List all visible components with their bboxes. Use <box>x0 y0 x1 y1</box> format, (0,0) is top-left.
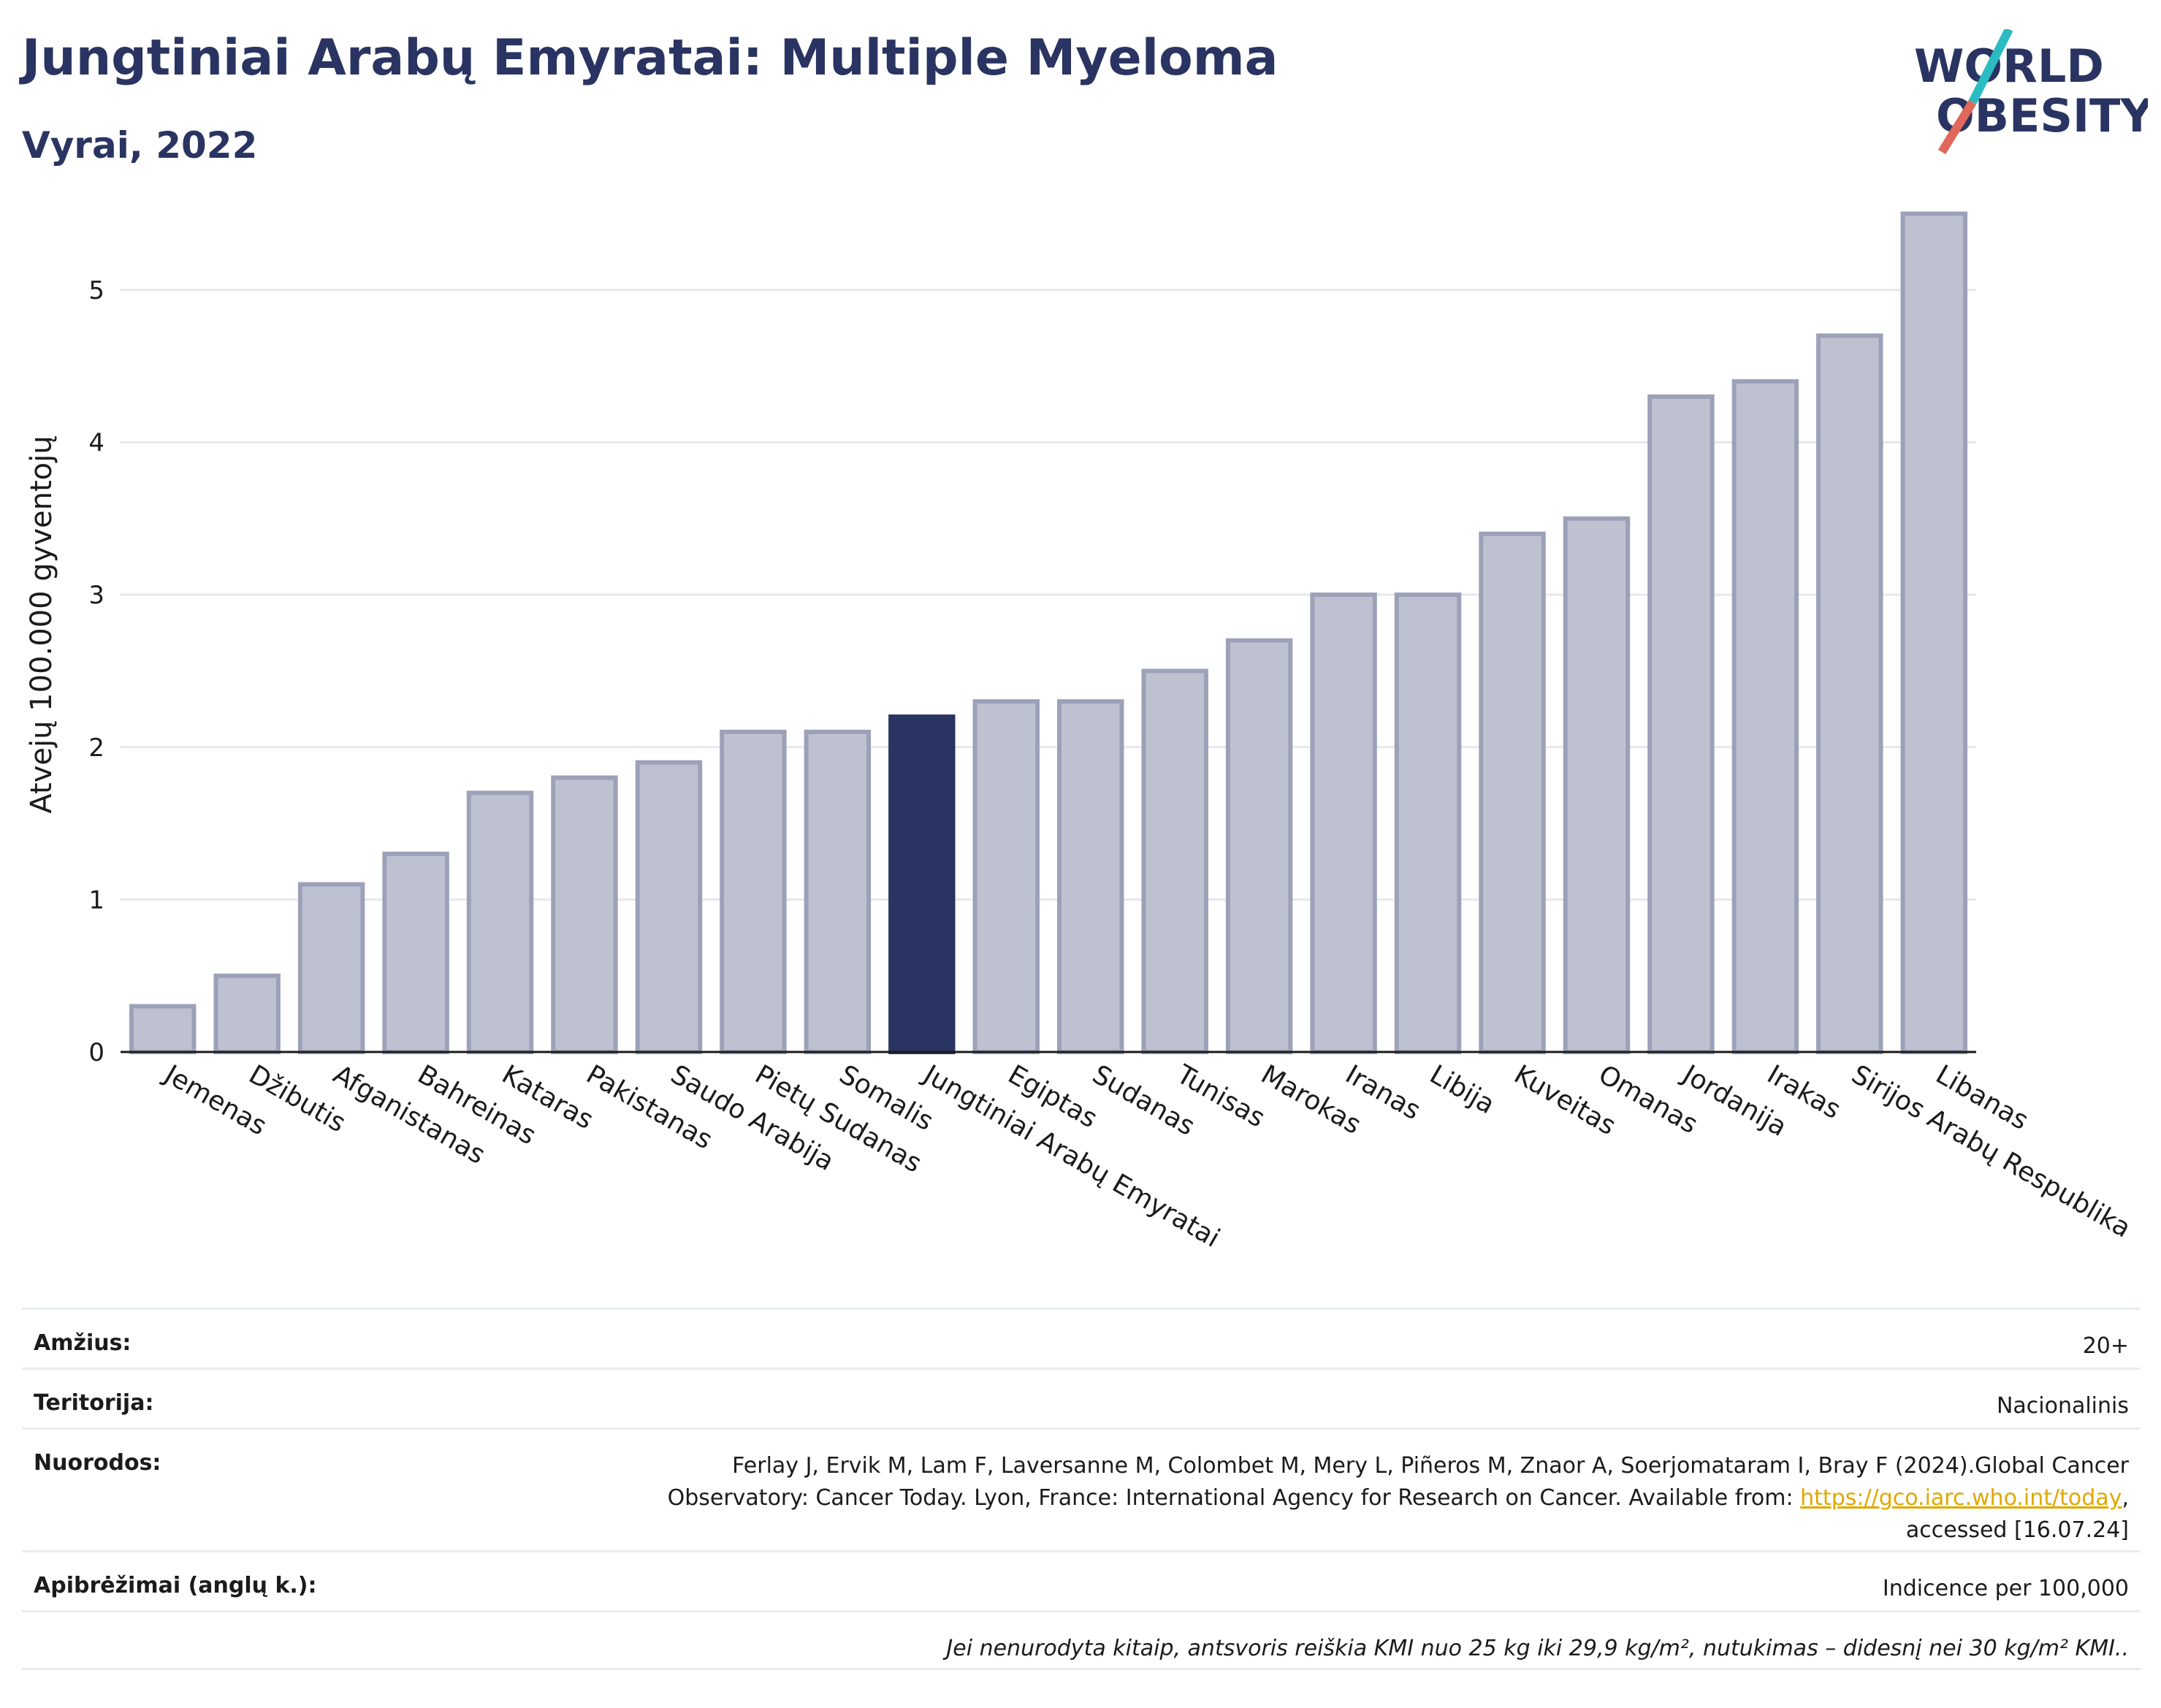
bar <box>1479 531 1546 1054</box>
bar <box>1394 592 1462 1054</box>
bar <box>466 790 534 1055</box>
world-obesity-logo: WORLD OBESITY <box>1914 29 2148 155</box>
bar <box>213 973 281 1055</box>
x-tick-label: Libija <box>1425 1059 1500 1120</box>
y-axis-label: Atvejų 100.000 gyventojų <box>25 435 58 813</box>
age-label: Amžius: <box>34 1330 132 1356</box>
y-tick-label: 0 <box>88 1038 104 1067</box>
references-link[interactable]: https://gco.iarc.who.int/today <box>1800 1485 2122 1511</box>
bar <box>720 729 787 1054</box>
info-row-note: Jei nenurodyta kitaip, antsvoris reiškia… <box>22 1610 2141 1670</box>
y-tick-label: 1 <box>88 885 104 915</box>
chart-subtitle: Vyrai, 2022 <box>22 124 258 167</box>
info-row-references: Nuorodos: Ferlay J, Ervik M, Lam F, Lave… <box>22 1427 2141 1550</box>
bar <box>1563 516 1631 1054</box>
definitions-value: Indicence per 100,000 <box>1882 1576 2129 1601</box>
bar <box>1057 699 1124 1054</box>
territory-value: Nacionalinis <box>1996 1393 2129 1419</box>
bar <box>129 1004 197 1055</box>
references-line1: Ferlay J, Ervik M, Lam F, Laversanne M, … <box>732 1453 2129 1479</box>
bar <box>1310 592 1377 1054</box>
y-tick-label: 5 <box>88 276 104 305</box>
bar <box>551 775 618 1055</box>
bar <box>1900 211 1967 1055</box>
bar <box>635 760 703 1055</box>
chart-bars <box>129 211 1967 1055</box>
logo-slash-coral <box>1937 99 1977 155</box>
bar <box>888 714 956 1054</box>
y-tick-label: 4 <box>88 429 104 458</box>
info-table: Amžius: 20+ Teritorija: Nacionalinis Nuo… <box>22 1308 2141 1670</box>
info-row-age: Amžius: 20+ <box>22 1308 2141 1368</box>
bar <box>382 851 449 1054</box>
info-row-territory: Teritorija: Nacionalinis <box>22 1368 2141 1427</box>
definitions-label: Apibrėžimai (anglų k.): <box>34 1573 317 1598</box>
references-label: Nuorodos: <box>34 1450 161 1476</box>
y-tick-label: 3 <box>88 581 104 610</box>
logo-slash-teal <box>1968 29 2013 104</box>
bar-chart: 0 1 2 3 4 5 JemenasDžibutisAfganistanasBahrei… <box>25 211 2135 1254</box>
bar <box>1141 668 1208 1054</box>
y-tick-label: 2 <box>88 733 104 763</box>
references-value: Ferlay J, Ervik M, Lam F, Laversanne M, … <box>668 1450 2129 1547</box>
definition-note: Jei nenurodyta kitaip, antsvoris reiškia… <box>946 1636 2129 1661</box>
x-axis-ticks: JemenasDžibutisAfganistanasBahreinasKata… <box>158 1059 2135 1254</box>
territory-label: Teritorija: <box>34 1390 154 1416</box>
references-line2-end: , <box>2122 1485 2129 1511</box>
bar <box>297 882 365 1054</box>
y-axis-ticks: 0 1 2 3 4 5 <box>88 276 104 1067</box>
bar <box>1647 394 1715 1054</box>
logo-line1: WORLD <box>1914 39 2104 93</box>
chart-title: Jungtiniai Arabų Emyratai: Multiple Myel… <box>22 29 1278 87</box>
age-value: 20+ <box>2082 1333 2129 1359</box>
info-row-definitions: Apibrėžimai (anglų k.): Indicence per 10… <box>22 1550 2141 1610</box>
bar <box>1225 638 1293 1054</box>
references-line3: accessed [16.07.24] <box>1905 1517 2129 1543</box>
bar <box>804 729 872 1054</box>
bar <box>972 699 1040 1054</box>
references-line2: Observatory: Cancer Today. Lyon, France:… <box>667 1485 1801 1511</box>
bar <box>1731 379 1799 1054</box>
bar <box>1816 333 1883 1054</box>
